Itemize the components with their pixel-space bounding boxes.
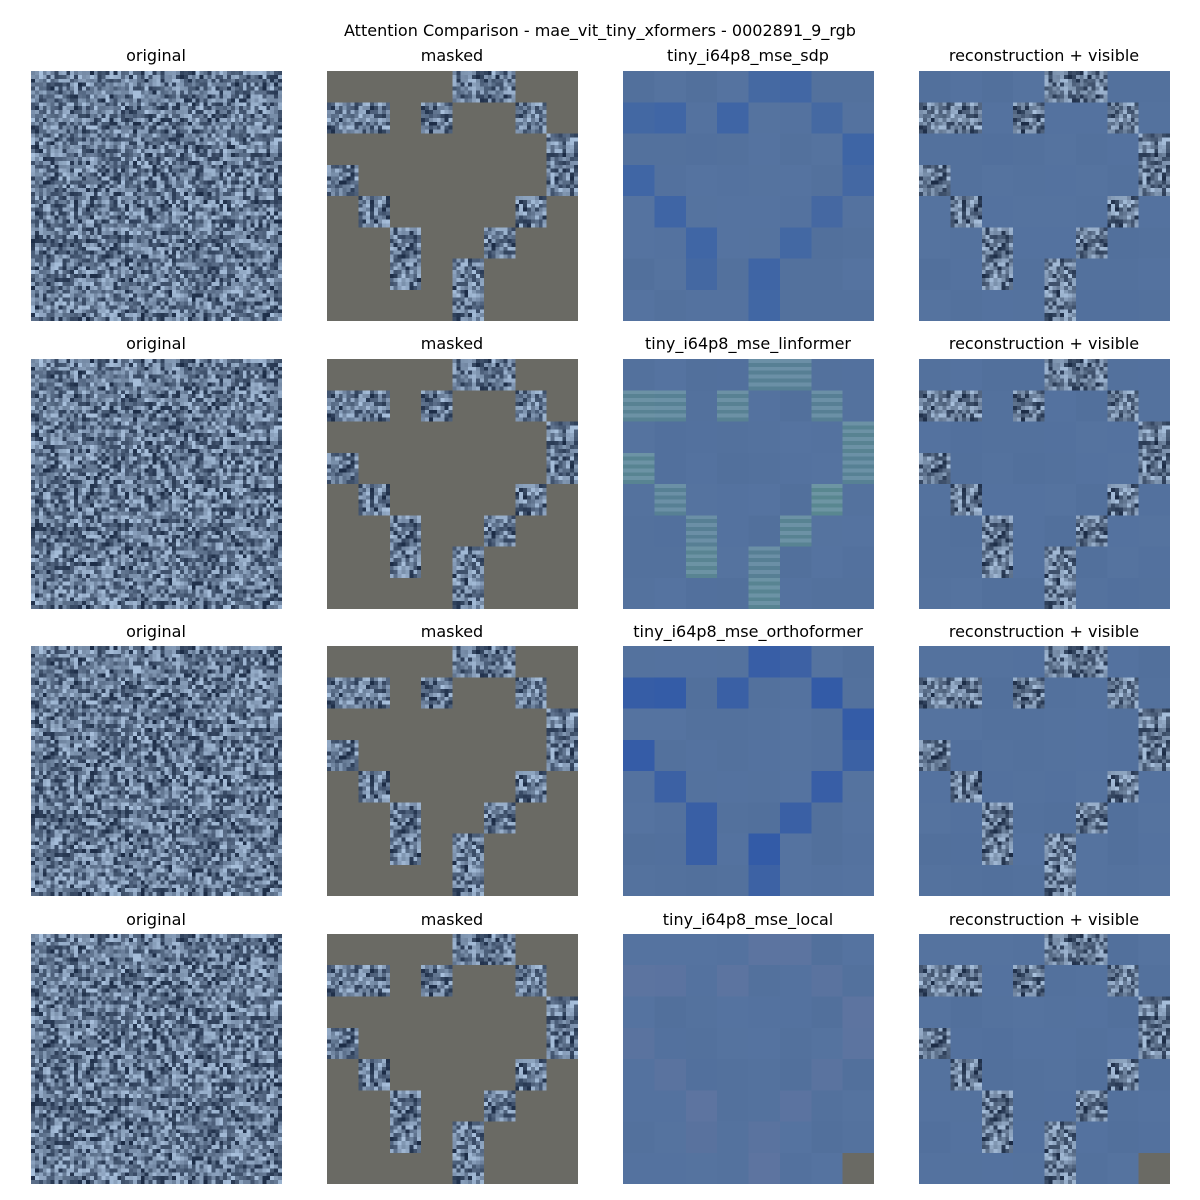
masked-image-row-1 xyxy=(327,359,578,609)
reconstruction-image-row-1 xyxy=(623,359,874,609)
label-masked-row-2: masked xyxy=(420,622,484,641)
reconstruction-image-row-3 xyxy=(623,934,874,1184)
label-original-row-0: original xyxy=(126,46,186,65)
label-masked-row-3: masked xyxy=(420,910,484,929)
masked-image-row-0 xyxy=(327,71,578,321)
original-image-row-2 xyxy=(31,646,282,896)
label-overlay-row-3: reconstruction + visible xyxy=(948,910,1140,929)
figure-title: Attention Comparison - mae_vit_tiny_xfor… xyxy=(344,21,856,40)
overlay-image-row-3 xyxy=(919,934,1170,1184)
label-overlay-row-0: reconstruction + visible xyxy=(948,46,1140,65)
overlay-image-row-1 xyxy=(919,359,1170,609)
masked-image-row-3 xyxy=(327,934,578,1184)
label-masked-row-1: masked xyxy=(420,334,484,353)
label-model-row-1: tiny_i64p8_mse_linformer xyxy=(645,334,851,353)
label-masked-row-0: masked xyxy=(420,46,484,65)
label-overlay-row-2: reconstruction + visible xyxy=(948,622,1140,641)
label-model-row-2: tiny_i64p8_mse_orthoformer xyxy=(633,622,863,641)
label-model-row-3: tiny_i64p8_mse_local xyxy=(662,910,834,929)
reconstruction-image-row-2 xyxy=(623,646,874,896)
reconstruction-image-row-0 xyxy=(623,71,874,321)
label-original-row-1: original xyxy=(126,334,186,353)
original-image-row-1 xyxy=(31,359,282,609)
overlay-image-row-2 xyxy=(919,646,1170,896)
masked-image-row-2 xyxy=(327,646,578,896)
label-original-row-3: original xyxy=(126,910,186,929)
original-image-row-3 xyxy=(31,934,282,1184)
label-model-row-0: tiny_i64p8_mse_sdp xyxy=(667,46,829,65)
label-original-row-2: original xyxy=(126,622,186,641)
original-image-row-0 xyxy=(31,71,282,321)
label-overlay-row-1: reconstruction + visible xyxy=(948,334,1140,353)
overlay-image-row-0 xyxy=(919,71,1170,321)
